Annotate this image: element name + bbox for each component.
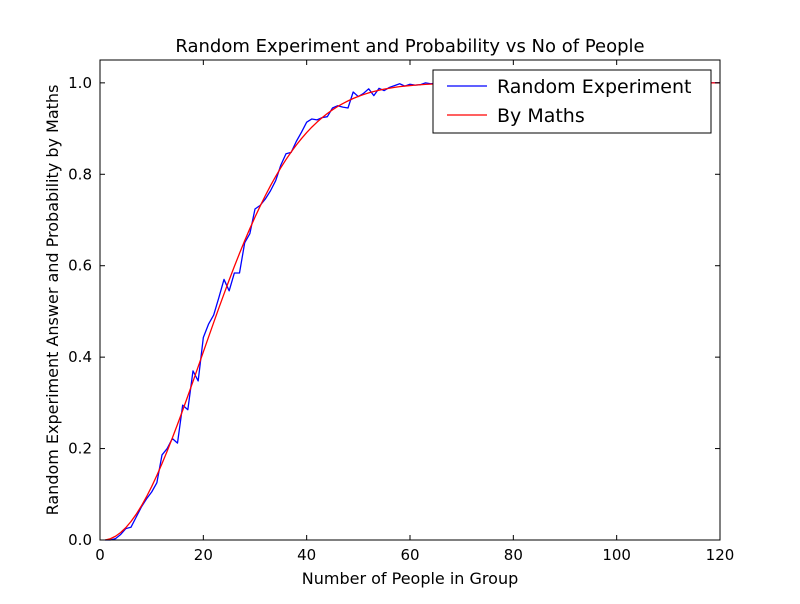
x-axis-label: Number of People in Group <box>302 569 519 588</box>
x-tick-label: 80 <box>504 546 523 564</box>
y-tick-label: 1.0 <box>68 74 92 92</box>
x-tick-label: 0 <box>95 546 105 564</box>
legend: Random Experiment By Maths <box>432 69 712 134</box>
x-tick-label: 60 <box>400 546 419 564</box>
series-line-random-experiment <box>105 82 720 541</box>
legend-label-random-experiment: Random Experiment <box>497 76 691 98</box>
series-line-by-maths <box>105 82 720 541</box>
y-axis-label: Random Experiment Answer and Probability… <box>43 85 62 516</box>
x-tick-label: 120 <box>706 546 735 564</box>
y-tick-label: 0.0 <box>68 531 92 549</box>
plot-area: 0 20 40 60 80 100 120 0.0 0.2 0.4 0.6 0.8 1.0 <box>68 59 735 564</box>
legend-label-by-maths: By Maths <box>497 105 585 127</box>
chart-title: Random Experiment and Probability vs No … <box>175 36 644 57</box>
y-tick-label: 0.2 <box>68 440 92 458</box>
y-tick-label: 0.6 <box>68 257 92 275</box>
x-tick-label: 20 <box>194 546 213 564</box>
y-tick-label: 0.4 <box>68 348 92 366</box>
x-tick-label: 100 <box>602 546 631 564</box>
y-tick-label: 0.8 <box>68 165 92 183</box>
legend-box <box>432 69 712 134</box>
x-tick-label: 40 <box>297 546 316 564</box>
